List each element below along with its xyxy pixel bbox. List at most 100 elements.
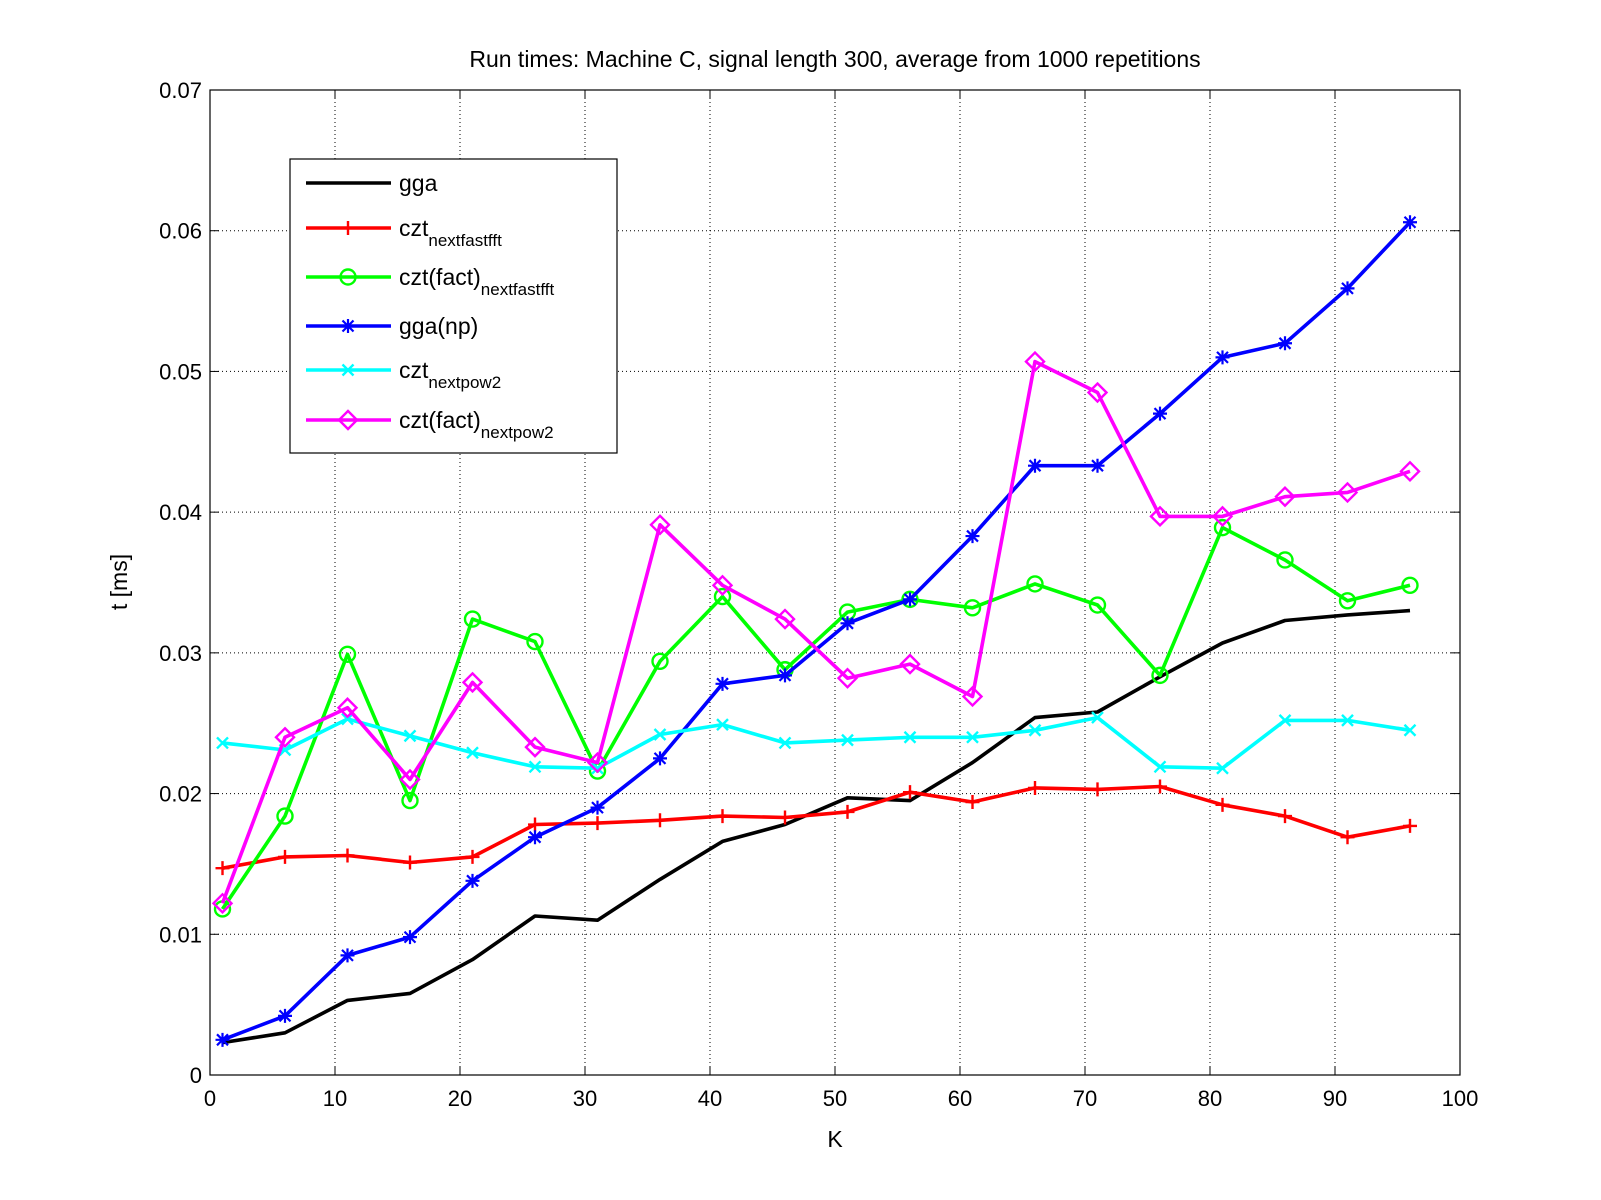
series-line: [222, 715, 1411, 771]
data-point: [901, 590, 919, 609]
data-point: [649, 514, 671, 536]
data-point: [401, 791, 419, 810]
data-point: [841, 733, 854, 747]
data-point: [1028, 780, 1042, 795]
legend-marker: [341, 363, 355, 377]
data-point: [1024, 350, 1046, 373]
data-point: [216, 736, 229, 750]
series-line: [222, 608, 1411, 1045]
legend-label: cztnextfastfft: [399, 215, 502, 250]
data-point: [340, 848, 355, 863]
y-tick-label: 0.01: [159, 922, 202, 947]
series-czt(fact)_nextfastfft: [213, 518, 1419, 918]
y-tick-label: 0.02: [159, 782, 202, 807]
data-point: [524, 736, 546, 758]
data-point: [336, 697, 359, 719]
legend-label: cztnextpow2: [399, 357, 501, 392]
data-point: [591, 761, 604, 775]
data-point: [1403, 215, 1417, 230]
data-point: [1151, 666, 1169, 685]
data-point: [1278, 336, 1292, 351]
data-point: [1090, 458, 1105, 473]
data-point: [586, 751, 609, 774]
series-line: [222, 784, 1411, 870]
x-tick-label: 80: [1198, 1086, 1222, 1111]
axis-ticks: 0 10 20 30 40 50 60 70 80 90 100 0 0.01 0.02 0.03 0.04 0…: [159, 78, 1478, 1111]
legend-label: gga: [399, 170, 438, 196]
data-point: [899, 653, 921, 675]
data-point: [528, 830, 542, 845]
data-point: [778, 668, 792, 683]
data-point: [1153, 760, 1167, 774]
data-point: [528, 817, 542, 832]
data-point: [1341, 714, 1354, 727]
data-point: [278, 1008, 292, 1023]
data-point: [903, 730, 917, 744]
chart-title: Run times: Machine C, signal length 300,…: [469, 46, 1200, 72]
data-point: [1028, 723, 1042, 737]
legend-label: gga(np): [399, 313, 478, 339]
x-tick-label: 40: [698, 1086, 722, 1111]
data-point: [403, 930, 417, 945]
data-point: [1213, 518, 1232, 537]
data-point: [1215, 797, 1230, 812]
data-point: [461, 671, 484, 694]
legend-marker: [341, 221, 355, 235]
data-point: [653, 751, 667, 766]
y-tick-label: 0.07: [159, 78, 202, 103]
series-czt_nextfastfft: [215, 779, 1417, 876]
data-point: [716, 718, 729, 731]
legend-marker: [339, 268, 357, 286]
data-point: [338, 645, 357, 663]
x-tick-label: 0: [204, 1086, 216, 1111]
data-point: [1091, 711, 1104, 724]
data-point: [1216, 761, 1229, 775]
data-point: [966, 730, 979, 744]
y-tick-label: 0.04: [159, 500, 202, 525]
data-point: [465, 849, 480, 864]
x-tick-label: 10: [323, 1086, 347, 1111]
data-point: [1403, 723, 1417, 737]
series-czt(fact)_nextpow2: [211, 350, 1421, 915]
data-point: [961, 685, 984, 708]
y-tick-label: 0: [190, 1063, 202, 1088]
x-axis-label: K: [827, 1126, 843, 1152]
data-point: [1278, 809, 1292, 824]
data-point: [340, 948, 355, 963]
x-tick-label: 60: [948, 1086, 972, 1111]
data-point: [1026, 575, 1044, 593]
x-tick-label: 30: [573, 1086, 597, 1111]
data-point: [1276, 551, 1294, 569]
x-tick-label: 100: [1442, 1086, 1479, 1111]
data-point: [963, 599, 982, 617]
data-point: [274, 726, 296, 748]
data-point: [903, 592, 917, 607]
legend-entry: czt(fact)nextfastfft: [306, 264, 554, 299]
data-point: [840, 616, 855, 631]
data-point: [713, 587, 732, 606]
data-point: [526, 632, 544, 651]
x-tick-label: 20: [448, 1086, 472, 1111]
data-point: [774, 608, 796, 630]
legend-entry: cztnextfastfft: [306, 215, 502, 250]
data-point: [1340, 830, 1355, 845]
data-point: [1153, 406, 1167, 421]
legend-entry: gga(np): [306, 313, 478, 339]
data-point: [276, 807, 294, 825]
legend: gga cztnextfastfft czt(fact)nextfastfft gga…: [289, 158, 618, 454]
data-point: [1028, 458, 1042, 473]
series-layer: [211, 215, 1421, 1047]
data-point: [1340, 281, 1355, 296]
data-point: [1399, 460, 1421, 483]
data-point: [1088, 596, 1107, 614]
data-point: [836, 667, 859, 689]
data-point: [278, 849, 292, 864]
x-tick-label: 70: [1073, 1086, 1097, 1111]
data-point: [1336, 481, 1359, 504]
data-point: [1278, 714, 1292, 727]
data-point: [778, 810, 792, 825]
data-point: [1338, 592, 1357, 610]
data-point: [903, 785, 917, 800]
data-point: [653, 813, 667, 828]
data-point: [1149, 505, 1171, 528]
